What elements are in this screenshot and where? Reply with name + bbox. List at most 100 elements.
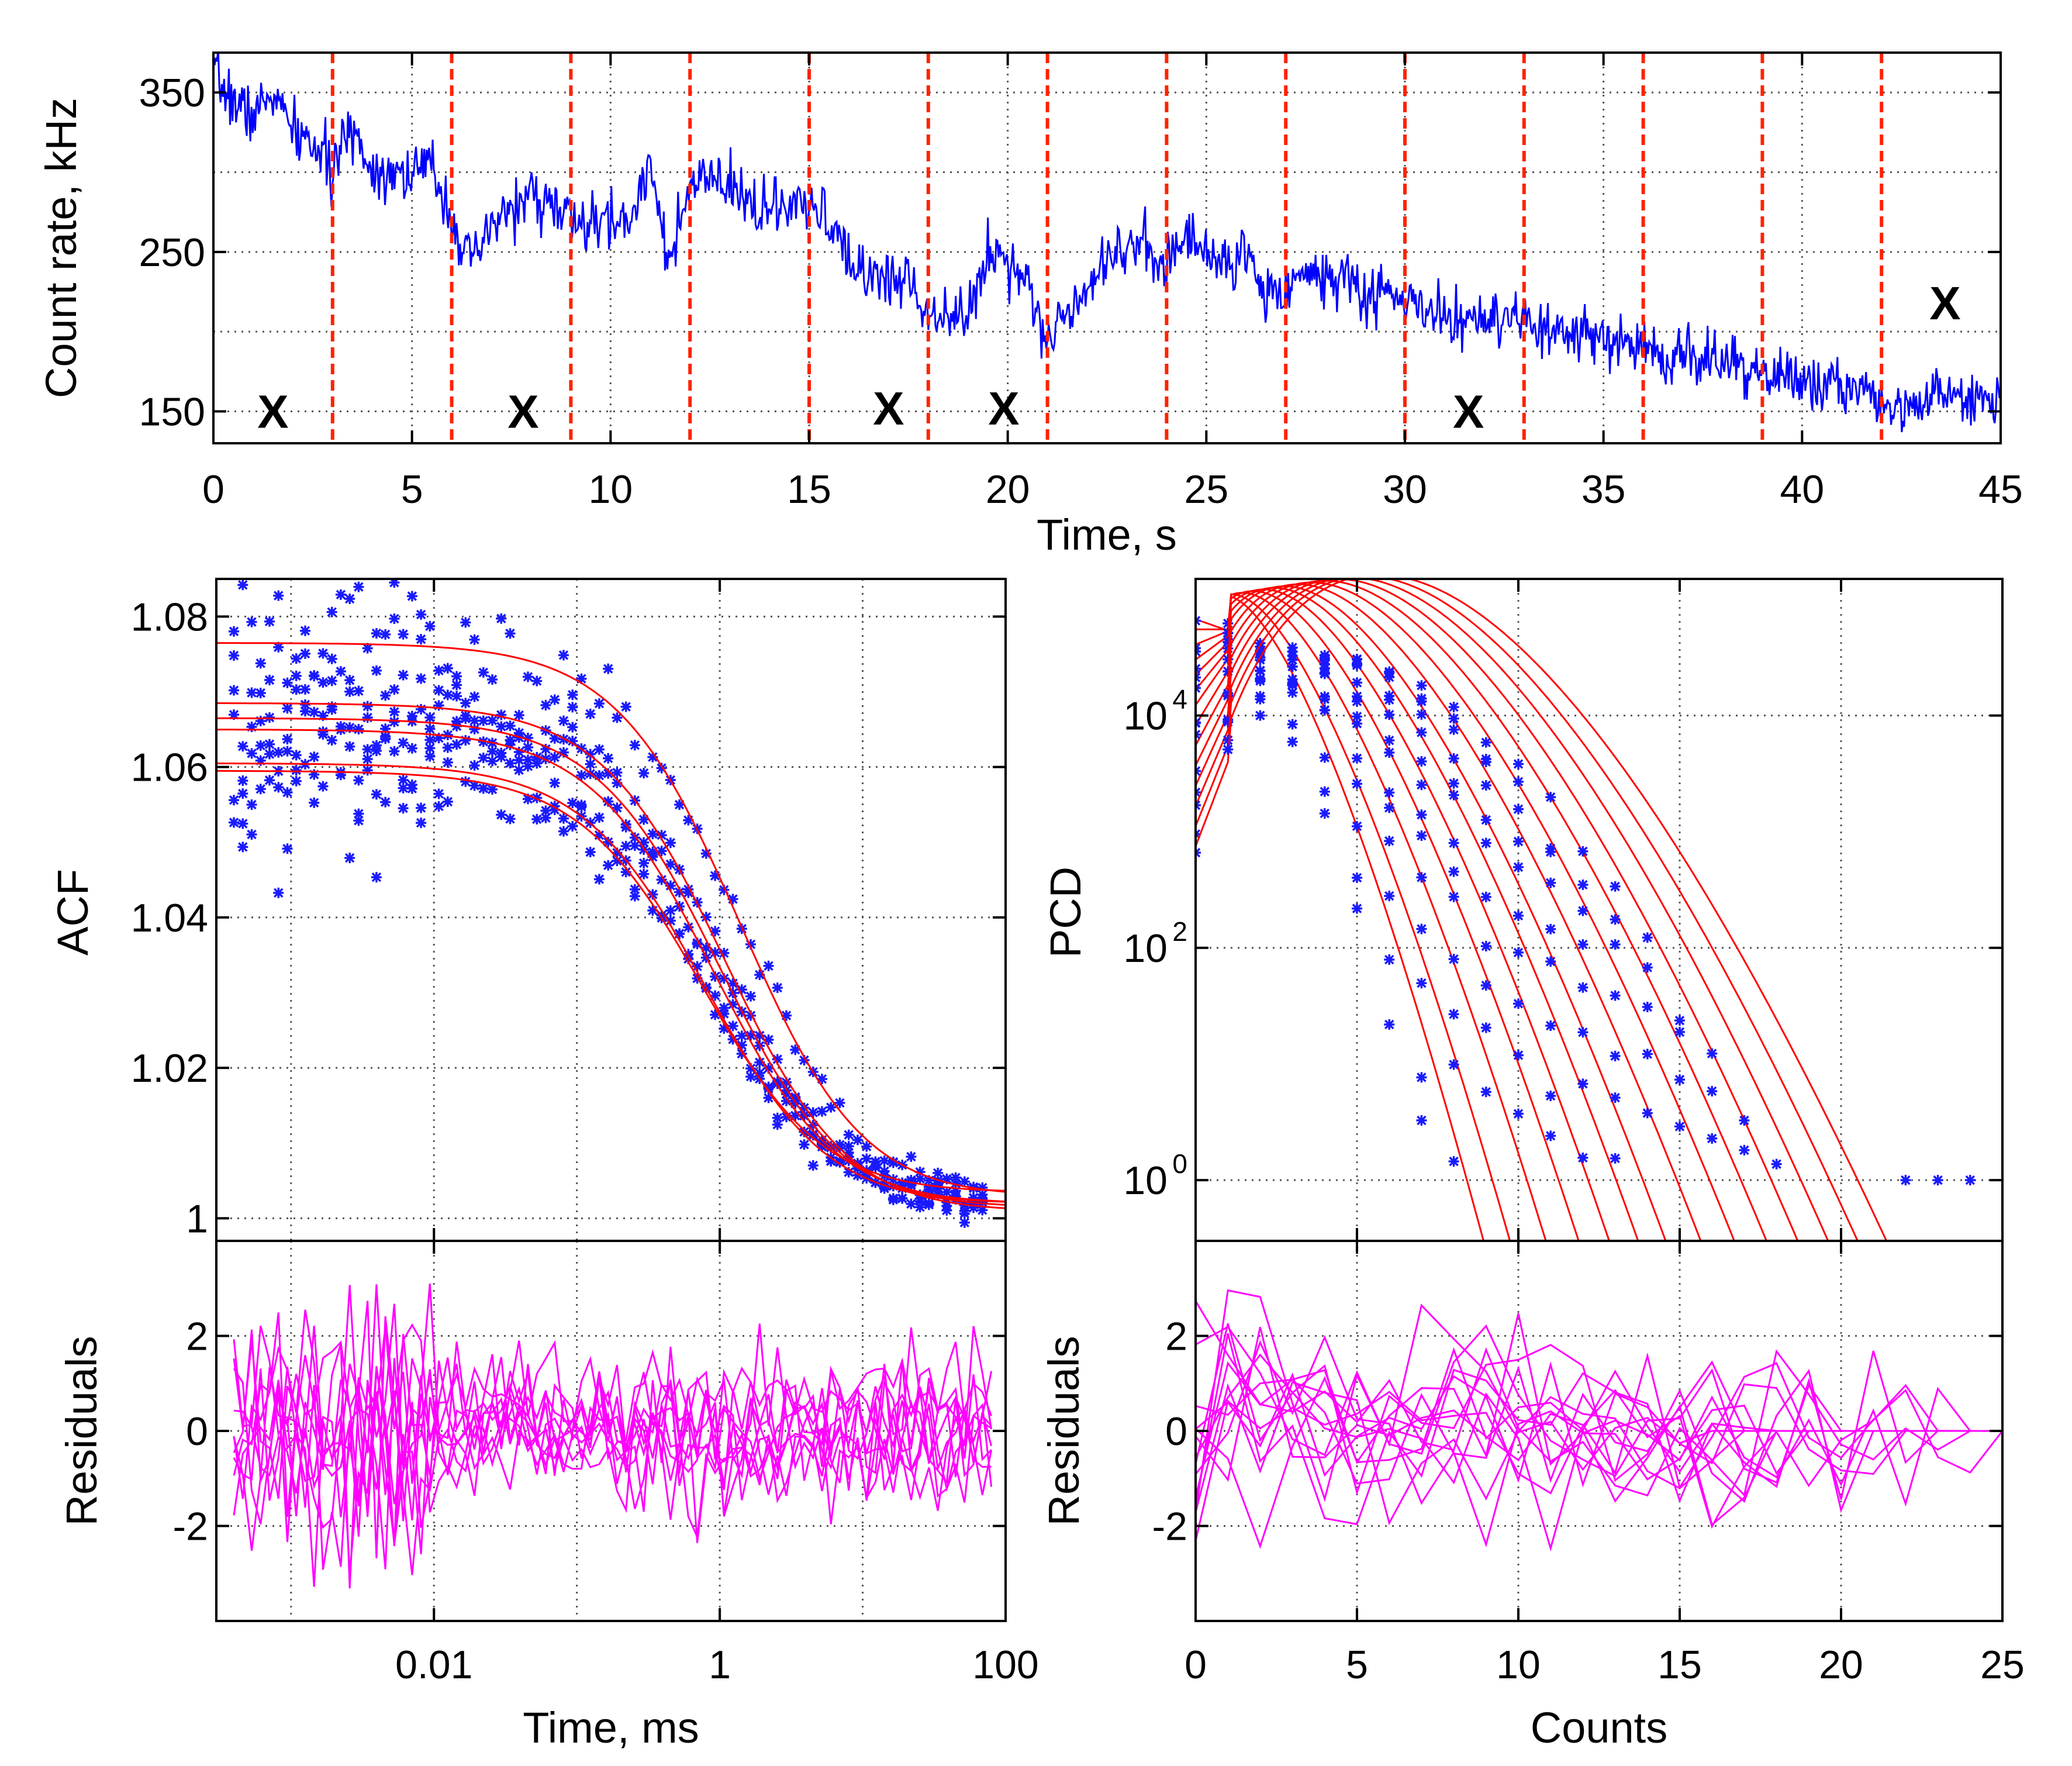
acf-point — [505, 720, 516, 732]
acf-point — [362, 744, 373, 755]
acf-point — [719, 1002, 730, 1013]
pcd-point — [1610, 1050, 1621, 1061]
pcd-point — [1448, 702, 1459, 713]
acf-point — [620, 867, 631, 878]
pcd-fit-curve-1 — [1196, 593, 1511, 1241]
acf-point — [335, 666, 346, 677]
acf-point — [523, 761, 534, 772]
acf-point — [398, 737, 409, 749]
pcd-point — [1416, 696, 1427, 707]
acf-point — [638, 858, 650, 869]
acf-point — [656, 763, 667, 774]
pcd-point — [1513, 1108, 1524, 1119]
acf-point — [629, 832, 640, 843]
pcd-point — [1223, 744, 1234, 755]
acf-point — [273, 641, 284, 653]
pcd-point — [1255, 637, 1266, 649]
pcd-residual-trace-5 — [1196, 1327, 2002, 1490]
acf-point — [736, 1048, 747, 1060]
acf-point — [273, 747, 284, 758]
acf-point — [416, 802, 427, 813]
pcd-residuals-ylabel: Residuals — [1040, 1336, 1088, 1526]
pcd-point — [1416, 978, 1427, 989]
acf-point — [398, 670, 409, 681]
pcd-point — [1642, 932, 1653, 943]
pcd-point — [1480, 837, 1491, 848]
acf-point — [531, 813, 543, 825]
acf-panel: 1 1.02 1.04 1.06 1.08 ACF — [49, 578, 1007, 1242]
pcd-point — [1448, 1156, 1459, 1167]
pcd-point — [1448, 778, 1459, 789]
acf-ticks: 1 1.02 1.04 1.06 1.08 — [131, 579, 1006, 1241]
acf-point — [317, 677, 329, 688]
acf-residuals-xlabel: Time, ms — [523, 1703, 699, 1752]
pcd-fit-curve-6 — [1196, 585, 1667, 1241]
acf-point — [763, 960, 774, 971]
acf-point — [683, 887, 694, 898]
acf-point — [380, 690, 391, 701]
acf-residuals-ytick-label: 2 — [186, 1315, 208, 1359]
acf-residuals-ytick-label: -2 — [173, 1505, 208, 1549]
acf-point — [540, 805, 551, 816]
pcd-point — [1448, 724, 1459, 735]
acf-point — [933, 1189, 944, 1200]
acf-point — [959, 1205, 970, 1216]
pcd-point — [1416, 1072, 1427, 1083]
acf-point — [299, 648, 310, 659]
acf-point — [710, 971, 721, 982]
acf-point — [772, 1054, 783, 1065]
pcd-residual-trace-11 — [1196, 1384, 2002, 1541]
acf-point — [754, 1067, 765, 1078]
acf-point — [763, 1083, 774, 1094]
acf-point — [558, 826, 569, 837]
acf-point — [763, 1034, 774, 1046]
acf-point — [647, 829, 658, 840]
acf-point — [549, 801, 560, 812]
acf-point — [933, 1179, 944, 1191]
pcd-point — [1255, 691, 1266, 702]
acf-point — [843, 1129, 854, 1140]
acf-point — [433, 801, 444, 812]
acf-residuals-marks — [233, 1283, 993, 1589]
count-rate-xtick-label: 30 — [1383, 467, 1427, 512]
acf-point — [710, 947, 721, 958]
pcd-point — [1384, 891, 1395, 902]
pcd-fit-curve-2 — [1196, 592, 1547, 1241]
acf-point — [237, 775, 248, 786]
acf-point — [736, 1030, 747, 1041]
pcd-point — [1352, 820, 1362, 832]
acf-point — [683, 815, 694, 826]
pcd-point — [1545, 1130, 1556, 1141]
acf-point — [799, 1139, 810, 1150]
acf-point — [229, 626, 240, 637]
acf-point — [772, 1078, 783, 1089]
pcd-point — [1480, 1022, 1491, 1033]
acf-point — [745, 1010, 757, 1021]
pcd-point — [1513, 803, 1524, 815]
acf-point — [487, 784, 498, 795]
acf-point — [540, 699, 551, 710]
acf-point — [870, 1160, 881, 1171]
acf-point — [416, 609, 427, 620]
acf-point — [665, 837, 676, 848]
pcd-point — [1513, 861, 1524, 872]
acf-point — [505, 758, 516, 769]
acf-point — [513, 754, 524, 765]
acf-point — [977, 1205, 988, 1216]
pcd-fit-curve-5 — [1196, 587, 1639, 1241]
acf-point — [282, 733, 293, 744]
count-rate-xtick-label: 10 — [589, 467, 633, 512]
acf-point — [781, 1010, 792, 1021]
count-rate-xtick-label: 25 — [1185, 467, 1229, 512]
acf-point — [344, 741, 355, 752]
acf-point — [656, 830, 667, 841]
acf-point — [353, 815, 364, 826]
pcd-ylabel: PCD — [1041, 867, 1090, 958]
acf-point — [523, 754, 534, 765]
acf-point — [371, 628, 382, 639]
acf-point — [612, 767, 623, 778]
acf-point — [371, 872, 382, 883]
pcd-point — [1642, 962, 1653, 973]
acf-point — [326, 653, 337, 664]
pcd-residuals-ticks: 0 5 10 15 20 25 -2 0 2 — [1152, 1241, 2025, 1687]
